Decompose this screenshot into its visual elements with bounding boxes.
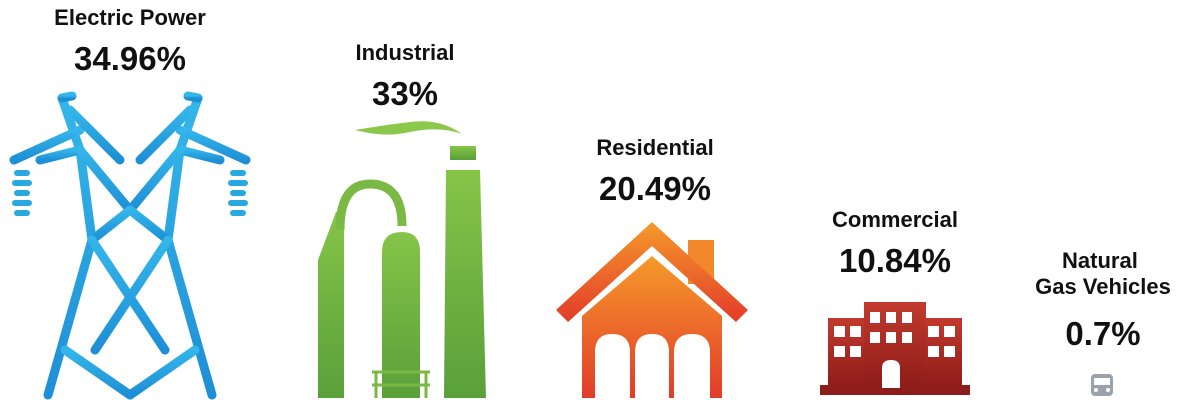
category-commercial: Commercial 10.84% — [820, 207, 970, 395]
category-label: Commercial — [832, 207, 958, 232]
office-building-icon — [820, 302, 970, 395]
factory-icon — [318, 121, 486, 398]
category-label-line-2: Gas Vehicles — [1035, 274, 1171, 299]
category-electric-power: Electric Power 34.96% — [9, 5, 251, 400]
category-label: Industrial — [355, 40, 454, 65]
value-label: 33% — [372, 75, 438, 112]
transmission-tower-icon — [9, 91, 251, 400]
category-label: Electric Power — [54, 5, 206, 30]
value-label: 10.84% — [839, 242, 951, 279]
category-label: Natural Gas Vehicles — [1035, 248, 1171, 299]
category-industrial: Industrial 33% — [318, 40, 486, 398]
value-label: 34.96% — [74, 40, 186, 77]
value-label: 0.7% — [1065, 315, 1140, 352]
value-label: 20.49% — [599, 170, 711, 207]
insulator-icon — [12, 170, 248, 216]
category-natural-gas-vehicles: Natural Gas Vehicles 0.7% — [1035, 248, 1171, 396]
house-icon — [556, 222, 748, 398]
bus-icon — [1091, 374, 1113, 396]
category-label: Residential — [596, 135, 713, 160]
category-label-line-1: Natural — [1062, 248, 1138, 273]
category-residential: Residential 20.49% — [556, 135, 748, 398]
